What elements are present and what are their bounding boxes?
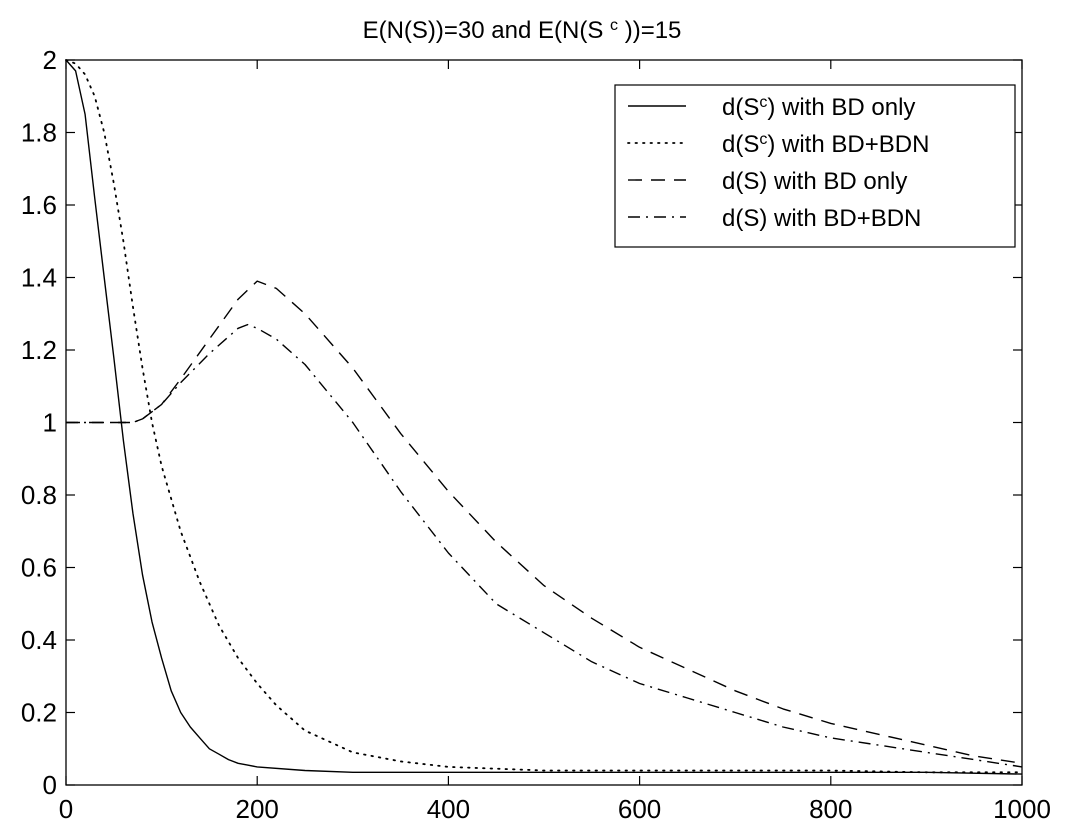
series-line-2 bbox=[65, 59, 1023, 774]
legend-label-4: d(S) with BD+BDN bbox=[722, 205, 921, 232]
x-tick-label: 200 bbox=[236, 794, 279, 824]
y-tick-label: 2 bbox=[43, 45, 57, 75]
y-tick-label: 1.6 bbox=[21, 190, 57, 220]
y-tick-label: 1.8 bbox=[21, 118, 57, 148]
y-tick-label: 0.4 bbox=[21, 625, 57, 655]
title-part-3-sup: c bbox=[610, 17, 618, 34]
series-line-4 bbox=[66, 323, 1023, 768]
title-part-2: and bbox=[491, 17, 531, 44]
legend-label-1: d(Sc) with BD only bbox=[722, 94, 915, 122]
series-line-1 bbox=[65, 59, 1023, 775]
y-tick-label: 1.4 bbox=[21, 263, 57, 293]
y-tick-label: 0 bbox=[43, 770, 57, 800]
y-tick-label: 0.6 bbox=[21, 553, 57, 583]
chart-title: E(N(S))=30 and E(N(S c ))=15 bbox=[363, 17, 682, 45]
legend-label-suffix: ) with BD+BDN bbox=[767, 131, 929, 158]
title-part-3-prefix: E(N(S bbox=[538, 17, 603, 44]
legend-label-text: d(S bbox=[722, 131, 759, 158]
y-tick-label: 0.8 bbox=[21, 480, 57, 510]
x-axis: 0 200 400 600 800 1000 bbox=[59, 60, 1051, 824]
x-tick-label: 400 bbox=[427, 794, 470, 824]
y-tick-label: 0.2 bbox=[21, 698, 57, 728]
y-axis: 0 0.2 0.4 0.6 0.8 1 1.2 1.4 1.6 1.8 2 bbox=[21, 45, 1022, 800]
x-tick-label: 1000 bbox=[993, 794, 1051, 824]
title-part-3-suffix: ))=15 bbox=[625, 17, 682, 44]
series-line-3 bbox=[66, 280, 1023, 764]
legend-box bbox=[614, 84, 1016, 248]
x-tick-label: 0 bbox=[59, 794, 73, 824]
series-layer bbox=[65, 59, 1023, 775]
y-tick-label: 1 bbox=[43, 408, 57, 438]
legend-label-text: d(S) with BD+BDN bbox=[722, 205, 921, 232]
legend-label-sup: c bbox=[759, 94, 767, 111]
title-part-1: E(N(S))=30 bbox=[363, 17, 485, 44]
x-tick-label: 800 bbox=[809, 794, 852, 824]
legend-label-2: d(Sc) with BD+BDN bbox=[722, 131, 929, 159]
x-tick-label: 600 bbox=[618, 794, 661, 824]
legend-label-3: d(S) with BD only bbox=[722, 168, 907, 195]
legend-label-sup: c bbox=[759, 131, 767, 148]
y-tick-label: 1.2 bbox=[21, 335, 57, 365]
legend-label-text: d(S bbox=[722, 94, 759, 121]
legend-label-text: d(S) with BD only bbox=[722, 168, 907, 195]
legend-label-suffix: ) with BD only bbox=[767, 94, 915, 121]
